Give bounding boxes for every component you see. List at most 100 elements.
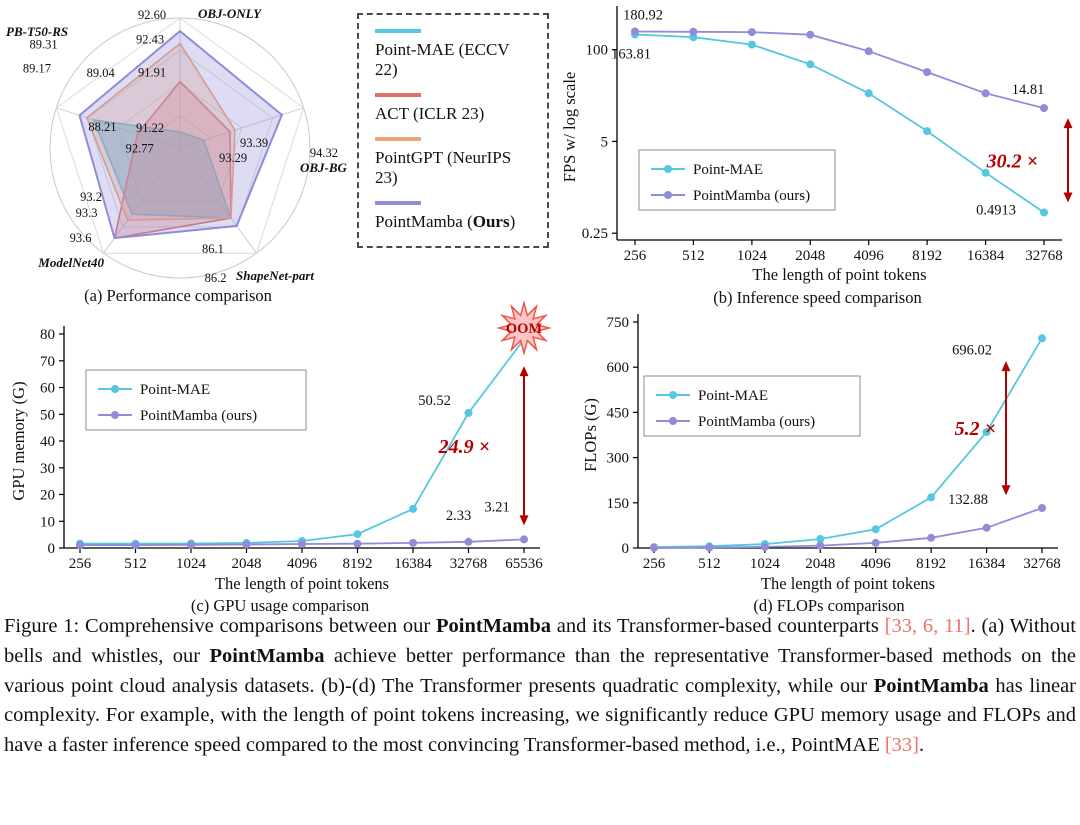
svg-text:450: 450	[607, 405, 630, 421]
legend-item: PointMamba (Ours)	[375, 201, 531, 232]
arrowhead-up	[519, 366, 529, 377]
arrowhead-down	[1063, 192, 1073, 203]
svg-text:1024: 1024	[737, 248, 768, 264]
series-marker	[927, 493, 936, 502]
svg-text:PointMamba (ours): PointMamba (ours)	[693, 188, 810, 204]
svg-text:Point-MAE: Point-MAE	[698, 388, 768, 404]
citation-link[interactable]: [33]	[884, 734, 919, 757]
svg-text:PointMamba (ours): PointMamba (ours)	[698, 414, 815, 430]
svg-text:3.21: 3.21	[484, 499, 509, 515]
legend-label-text: Point-MAE (ECCV 22)	[375, 40, 510, 79]
legend-label: Point-MAE (ECCV 22)	[375, 40, 531, 80]
arrowhead-down	[519, 515, 529, 526]
series-marker	[806, 30, 815, 39]
caption-text: achieve better performance than the repr…	[4, 644, 1077, 697]
svg-text:91.91: 91.91	[138, 66, 166, 80]
series-marker	[131, 541, 140, 550]
legend-marker	[669, 417, 677, 425]
svg-text:16384: 16384	[394, 556, 432, 572]
figure-caption: Figure 1: Comprehensive comparisons betw…	[4, 612, 1076, 761]
svg-text:1024: 1024	[750, 556, 781, 572]
series-marker	[1040, 208, 1048, 217]
legend-color-line	[375, 29, 421, 33]
svg-text:512: 512	[124, 556, 147, 572]
series-marker	[981, 168, 990, 177]
svg-text:14.81: 14.81	[1012, 82, 1045, 98]
svg-text:Point-MAE: Point-MAE	[693, 162, 763, 178]
radar-legend: Point-MAE (ECCV 22) ACT (ICLR 23) PointGPT…	[357, 13, 549, 248]
caption-text: has linear complexity. For example, with…	[4, 674, 1076, 757]
series-marker	[806, 60, 815, 69]
svg-text:93.3: 93.3	[76, 206, 98, 220]
legend-item: Point-MAE (ECCV 22)	[375, 29, 531, 80]
panel-caption-d: (d) FLOPs comparison	[753, 596, 905, 615]
svg-text:FPS w/ log scale: FPS w/ log scale	[560, 72, 579, 182]
legend-color-line	[375, 137, 421, 141]
svg-text:93.39: 93.39	[240, 136, 268, 150]
legend-label-text: PointMamba (	[375, 212, 473, 231]
svg-text:0.4913: 0.4913	[976, 203, 1016, 219]
fps-chart: 100 5 0.25 256 512 1024 2048 4096 8192 16384 32768…	[560, 6, 1073, 284]
series-marker	[353, 530, 362, 539]
radar-series-polygon	[78, 29, 284, 240]
caption-text: PointMamba	[436, 615, 552, 637]
svg-text:4096: 4096	[861, 556, 892, 572]
svg-text:20: 20	[40, 488, 55, 504]
svg-text:8192: 8192	[343, 556, 373, 572]
series-marker	[864, 89, 873, 98]
svg-text:60: 60	[40, 381, 55, 397]
caption-text: PointMamba	[209, 644, 325, 667]
arrowhead-up	[1063, 118, 1073, 129]
svg-text:2048: 2048	[795, 248, 825, 264]
legend-label: PointMamba (Ours)	[375, 212, 531, 232]
svg-text:10: 10	[40, 514, 55, 530]
svg-text:100: 100	[586, 43, 609, 59]
legend-marker	[111, 411, 119, 419]
series-marker	[464, 537, 473, 546]
series-marker	[409, 504, 417, 513]
series-marker	[464, 408, 473, 417]
svg-text:8192: 8192	[916, 556, 946, 572]
svg-text:GPU memory (G): GPU memory (G)	[9, 381, 28, 500]
panel-flops: 0 150 300 450 600 750 256 512 1024 2048 4096 8192 16…	[578, 308, 1080, 616]
legend-marker	[111, 385, 119, 393]
radar-grid-ring	[55, 17, 305, 254]
svg-text:92.43: 92.43	[136, 33, 164, 47]
series-line	[634, 30, 1045, 109]
svg-text:5.2 ×: 5.2 ×	[955, 418, 996, 440]
svg-text:132.88: 132.88	[948, 492, 988, 508]
svg-text:2048: 2048	[805, 556, 835, 572]
legend-label: ACT (ICLR 23)	[375, 104, 531, 124]
svg-text:32768: 32768	[1023, 556, 1061, 572]
radar-series-polygon	[92, 119, 233, 219]
series-marker	[871, 538, 880, 547]
series-marker	[927, 533, 936, 542]
svg-text:163.81: 163.81	[611, 47, 651, 63]
svg-text:80: 80	[40, 327, 55, 343]
svg-text:0: 0	[48, 541, 56, 557]
series-marker	[705, 543, 714, 552]
legend-item: ACT (ICLR 23)	[375, 93, 531, 124]
svg-text:86.1: 86.1	[202, 242, 224, 256]
panel-performance: 92.60 92.43 91.91 91.22 94.32 93.39 93.29 92.77…	[0, 0, 356, 306]
svg-text:93.29: 93.29	[219, 151, 247, 165]
arrowhead-up	[1001, 361, 1011, 372]
chart-legend-box	[638, 149, 836, 211]
series-marker	[816, 535, 825, 543]
series-marker	[187, 540, 195, 549]
series-marker	[982, 428, 991, 436]
series-line	[634, 33, 1045, 214]
svg-text:ModelNet40: ModelNet40	[37, 255, 104, 270]
svg-text:300: 300	[607, 451, 630, 467]
svg-text:65536: 65536	[505, 556, 543, 572]
svg-text:92.60: 92.60	[138, 8, 166, 22]
panel-inference-speed: 100 5 0.25 256 512 1024 2048 4096 8192 16384 32768…	[555, 0, 1080, 308]
svg-text:8192: 8192	[912, 248, 942, 264]
svg-text:40: 40	[40, 434, 55, 450]
citation-link[interactable]: [33, 6, 11]	[884, 615, 971, 637]
svg-text:Point-MAE: Point-MAE	[140, 382, 210, 398]
legend-label-text: )	[509, 212, 516, 231]
series-line	[653, 507, 1043, 549]
caption-text: PointMamba	[873, 674, 989, 697]
